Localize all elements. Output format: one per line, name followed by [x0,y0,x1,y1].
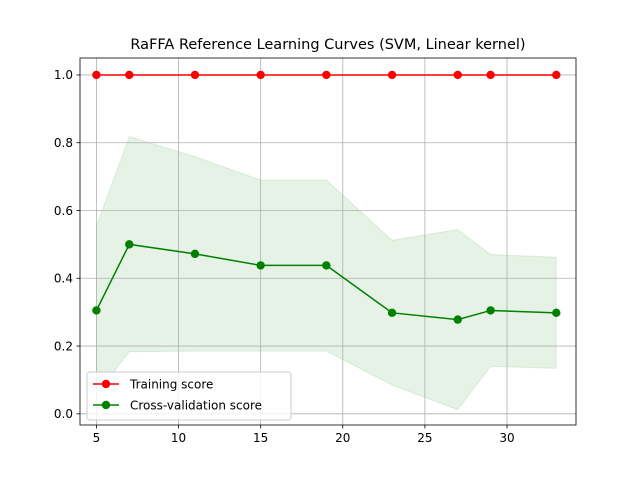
legend-box [86,371,292,421]
series-0-point [387,70,397,80]
plot-background [80,58,576,425]
series-1-point [552,308,561,318]
y-tick-label: 0.6 [54,204,73,218]
series-1-point [92,306,101,315]
series-1-point [322,261,331,270]
y-tick-label: 1.0 [54,68,73,82]
series-0-point [92,70,101,80]
series-1-point [256,261,265,270]
legend-swatch-marker [101,379,111,389]
series-0-point [453,70,462,80]
series-0-point [190,70,200,80]
legend-label-1: Cross-validation score [130,398,262,412]
x-tick-label: 30 [499,431,514,445]
series-1-point [125,240,134,249]
plot-area: 5 10 15 20 25 30 0.0 0.2 0.4 0.6 0.8 1.0 Training sc… [54,57,577,445]
y-tick-label: 0.2 [54,339,73,353]
y-tick-label: 0.8 [54,136,73,150]
legend: Training score Cross-validation score [86,371,292,421]
series-0-point [256,70,265,80]
series-0-point [125,70,134,80]
series-1-point [486,306,495,315]
axes-frame [79,57,577,426]
chart-title: RaFFA Reference Learning Curves (SVM, Li… [130,37,525,53]
x-tick-label: 25 [417,431,432,445]
y-tick-label: 0.4 [54,272,73,286]
series-0-point [322,70,331,80]
x-tick-label: 10 [171,431,186,445]
x-tick-label: 20 [335,431,350,445]
series-1-point [387,308,397,318]
legend-label-0: Training score [129,377,213,391]
x-tick-label: 5 [93,431,101,445]
series-1-point [190,249,200,259]
y-tick-label: 0.0 [54,407,73,421]
series-1-point [453,315,462,324]
x-tick-label: 15 [253,431,268,445]
series-0-point [486,70,495,80]
legend-swatch-marker [101,400,111,410]
series-0-point [552,70,561,80]
